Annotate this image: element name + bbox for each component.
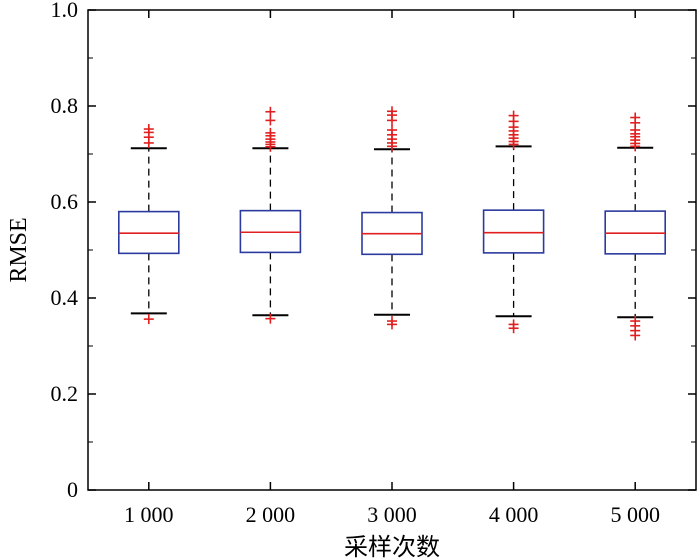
y-tick-label: 0.2 (51, 381, 79, 406)
box-3 (361, 106, 423, 330)
outlier-marker (508, 319, 519, 330)
y-tick-label: 0.4 (51, 285, 79, 310)
outlier-marker (508, 110, 519, 121)
box-4 (482, 110, 545, 334)
y-axis-label: RMSE (6, 217, 32, 282)
outlier-marker (265, 127, 276, 138)
x-tick-label: 5 000 (610, 502, 660, 527)
outlier-marker (387, 125, 397, 135)
outlier-marker (387, 106, 397, 117)
box-5 (604, 112, 667, 341)
x-tick-label: 2 000 (246, 502, 296, 527)
outlier-marker (265, 313, 276, 324)
y-tick-label: 1.0 (51, 0, 79, 22)
outlier-marker (265, 115, 276, 126)
y-axis: 0 0.2 0.4 0.6 0.8 1.0 (51, 0, 696, 502)
iqr-box (482, 209, 545, 254)
box-series (118, 106, 667, 341)
outlier-marker (630, 112, 641, 123)
x-axis: 1 000 2 000 3 000 4 000 5 000 (124, 10, 660, 527)
y-tick-label: 0.8 (51, 93, 79, 118)
box-1 (118, 124, 180, 325)
outlier-marker (143, 124, 154, 135)
x-axis-label: 采样次数 (344, 534, 440, 560)
x-tick-label: 1 000 (124, 502, 174, 527)
x-tick-label: 3 000 (367, 502, 417, 527)
y-tick-label: 0 (67, 477, 78, 502)
y-tick-label: 0.6 (51, 189, 79, 214)
outlier-marker (143, 314, 154, 325)
x-tick-label: 4 000 (489, 502, 539, 527)
outlier-marker (630, 316, 641, 327)
box-2 (239, 106, 302, 324)
outlier-marker (387, 316, 397, 327)
outlier-marker (265, 106, 276, 117)
